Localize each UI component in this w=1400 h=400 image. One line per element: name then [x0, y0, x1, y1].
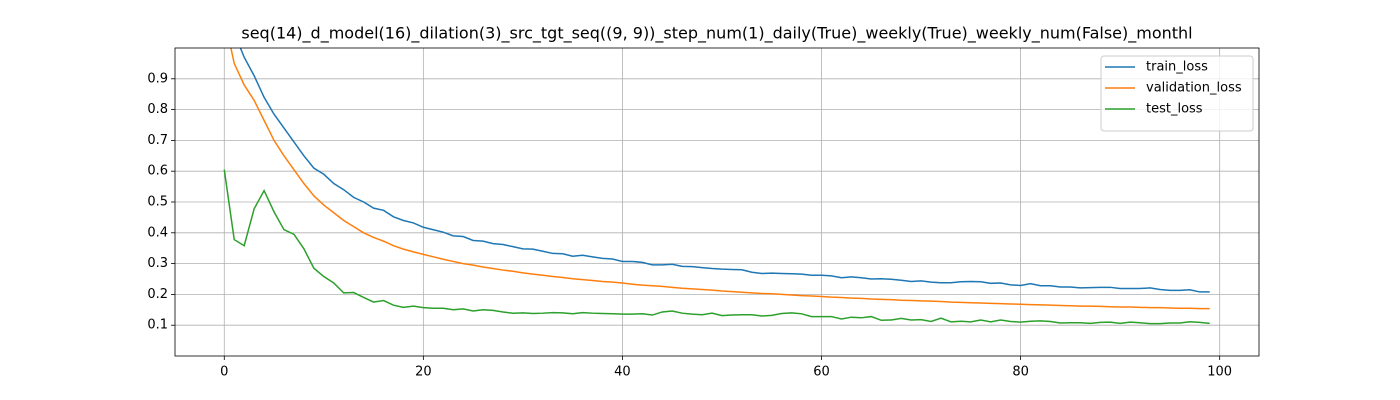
- data-line: [239, 48, 1210, 293]
- x-tick-label: 60: [813, 365, 830, 380]
- x-tick-label: 20: [415, 365, 432, 380]
- y-tick-label: 0.4: [147, 225, 168, 240]
- plot-lines: [223, 48, 1210, 325]
- y-tick-label: 0.9: [147, 71, 168, 86]
- x-tick-label: 0: [220, 365, 228, 380]
- legend: train_loss validation_loss test_loss: [1100, 55, 1254, 132]
- y-tick-label: 0.2: [147, 287, 168, 302]
- y-tick-label: 0.1: [147, 318, 168, 333]
- data-line: [223, 169, 1210, 325]
- x-tick-label: 40: [614, 365, 631, 380]
- legend-label: train_loss: [1146, 60, 1208, 75]
- data-line: [230, 48, 1210, 310]
- y-tick-label: 0.3: [147, 256, 168, 271]
- legend-label: validation_loss: [1146, 81, 1242, 96]
- y-tick-label: 0.6: [147, 164, 168, 179]
- legend-box: [1100, 55, 1254, 132]
- x-tick-label: 100: [1207, 365, 1232, 380]
- y-tick-label: 0.8: [147, 102, 168, 117]
- legend-label: test_loss: [1146, 102, 1203, 117]
- y-tick-label: 0.5: [147, 195, 168, 210]
- x-tick-label: 80: [1012, 365, 1029, 380]
- chart-title: seq(14)_d_model(16)_dilation(3)_src_tgt_…: [241, 24, 1192, 44]
- grid: [175, 48, 1259, 356]
- y-tick-label: 0.7: [147, 133, 168, 148]
